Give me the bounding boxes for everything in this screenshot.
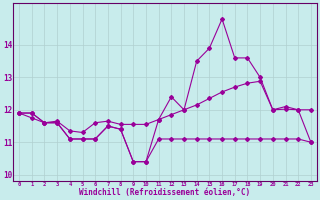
X-axis label: Windchill (Refroidissement éolien,°C): Windchill (Refroidissement éolien,°C) [79,188,251,197]
